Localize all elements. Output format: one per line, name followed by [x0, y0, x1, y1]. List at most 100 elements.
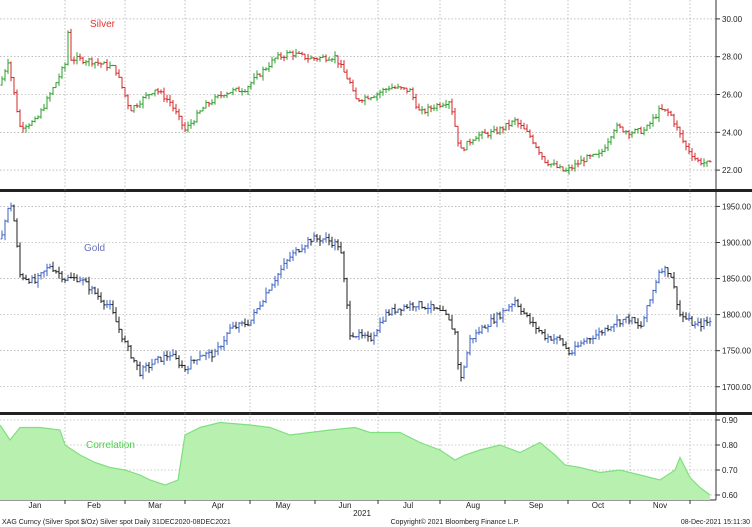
ohlc-bar: [582, 157, 586, 167]
ohlc-bar: [300, 244, 304, 253]
ohlc-bar: [18, 109, 22, 128]
ohlc-bar: [567, 346, 571, 356]
ohlc-bar: [696, 157, 700, 163]
x-axis-year-label: 2021: [353, 509, 371, 518]
ohlc-bar: [606, 138, 610, 151]
ohlc-bar: [396, 308, 400, 314]
ohlc-bar: [273, 275, 277, 288]
x-tick-label: Jan: [29, 501, 42, 510]
ohlc-bar: [138, 100, 142, 109]
ohlc-bar: [279, 265, 283, 279]
ohlc-bar: [54, 82, 58, 89]
ohlc-bar: [633, 317, 637, 324]
ohlc-bar: [369, 332, 373, 342]
ohlc-bar: [303, 244, 307, 254]
ohlc-bar: [429, 105, 433, 113]
ohlc-bar: [690, 315, 694, 326]
ohlc-bar: [228, 92, 232, 95]
ohlc-bar: [306, 236, 310, 249]
ohlc-bar: [654, 279, 658, 294]
ohlc-bar: [372, 95, 376, 99]
ohlc-bar: [543, 156, 547, 164]
ohlc-bar: [354, 87, 358, 100]
ohlc-bar: [162, 351, 166, 366]
ohlc-bar: [417, 300, 421, 310]
panel-separator: [0, 412, 752, 415]
ohlc-bar: [366, 331, 370, 342]
ohlc-bar: [345, 277, 349, 310]
ohlc-bar: [708, 160, 712, 163]
ohlc-bar: [555, 160, 559, 169]
ohlc-bar: [288, 50, 292, 54]
ohlc-bar: [603, 327, 607, 336]
ohlc-bar: [261, 66, 265, 81]
ohlc-bar: [705, 160, 709, 167]
ohlc-bar: [585, 337, 589, 344]
ohlc-bar: [627, 130, 631, 140]
ohlc-bar: [27, 278, 31, 284]
ohlc-bar: [624, 316, 628, 324]
ohlc-bar: [558, 164, 562, 169]
ohlc-bar: [150, 93, 154, 96]
ohlc-bar: [339, 241, 343, 254]
ohlc-bar: [0, 76, 4, 86]
ohlc-bar: [618, 319, 622, 328]
ohlc-bar: [45, 263, 49, 277]
ohlc-bar: [123, 86, 127, 98]
y-tick-label: 1850.00: [722, 275, 751, 284]
ohlc-bar: [591, 153, 595, 157]
ohlc-bar: [66, 30, 70, 66]
ohlc-bar: [348, 77, 352, 84]
ohlc-bar: [30, 275, 34, 284]
ohlc-bar: [438, 305, 442, 312]
y-tick-label: 1700.00: [722, 383, 751, 392]
ohlc-bar: [384, 309, 388, 322]
ohlc-bar: [432, 104, 436, 112]
ohlc-bar: [114, 65, 118, 76]
ohlc-bar: [414, 306, 418, 312]
ohlc-bar: [372, 331, 376, 345]
panel-separator: [0, 189, 752, 192]
ohlc-bar: [309, 55, 313, 60]
ohlc-bar: [183, 121, 187, 132]
ohlc-bar: [489, 128, 493, 140]
ohlc-bar: [453, 107, 457, 127]
ohlc-bar: [423, 108, 427, 115]
ohlc-bar: [174, 350, 178, 360]
ohlc-bar: [108, 61, 112, 69]
ohlc-bar: [516, 298, 520, 308]
ohlc-bar: [609, 136, 613, 145]
ohlc-bar: [702, 317, 706, 330]
ohlc-bar: [339, 59, 343, 69]
ohlc-bar: [267, 289, 271, 294]
ohlc-bar: [612, 323, 616, 333]
ohlc-bar: [246, 85, 250, 95]
correlation-line: [0, 421, 711, 496]
ohlc-bar: [498, 311, 502, 320]
ohlc-bar: [630, 316, 634, 325]
y-tick-label: 24.00: [722, 128, 743, 137]
ohlc-bar: [633, 128, 637, 134]
ohlc-bar: [597, 149, 601, 159]
ohlc-bar: [621, 318, 625, 327]
ohlc-bar: [168, 351, 172, 361]
ohlc-bar: [192, 120, 196, 126]
ohlc-bar: [702, 158, 706, 168]
ohlc-bar: [150, 358, 154, 371]
ohlc-bar: [468, 334, 472, 356]
ohlc-bar: [195, 359, 199, 365]
ohlc-bar: [162, 87, 166, 103]
ohlc-bar: [180, 360, 184, 369]
ohlc-bar: [594, 329, 598, 340]
ohlc-bar: [171, 349, 175, 357]
ohlc-bar: [129, 344, 133, 359]
ohlc-bar: [606, 324, 610, 332]
ohlc-bar: [198, 110, 202, 114]
ohlc-bar: [609, 326, 613, 332]
ohlc-bar: [192, 359, 196, 364]
ohlc-bar: [501, 126, 505, 134]
ohlc-bar: [111, 64, 115, 67]
ohlc-bar: [426, 103, 430, 117]
y-tick-label: 22.00: [722, 166, 743, 175]
ohlc-bar: [687, 143, 691, 155]
